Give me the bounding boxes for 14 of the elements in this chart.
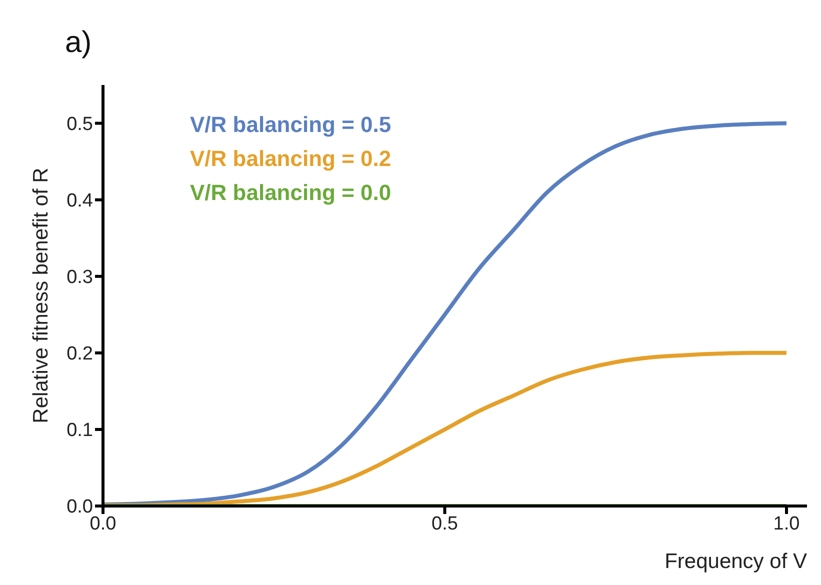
y-axis-title: Relative fitness benefit of R (29, 168, 52, 424)
line-series (103, 350, 788, 506)
y-tick-label: 0.3 (66, 267, 93, 288)
x-tick-label: 1.0 (773, 513, 800, 534)
text: V/R balancing = 0.2 (190, 145, 392, 173)
x-tick-label: 0.5 (432, 513, 458, 534)
y-tick-label: 0.1 (66, 420, 93, 442)
x-axis-title: Frequency of V (664, 550, 807, 573)
text: V/R balancing = 0.5 (190, 111, 392, 139)
y-tick-label: 0.4 (66, 190, 94, 212)
y-tick-label: 0.5 (66, 114, 93, 136)
y-tick-label: 0.2 (66, 344, 93, 365)
chart-title: a) (65, 26, 92, 60)
text: V/R balancing = 0.0 (190, 179, 392, 207)
